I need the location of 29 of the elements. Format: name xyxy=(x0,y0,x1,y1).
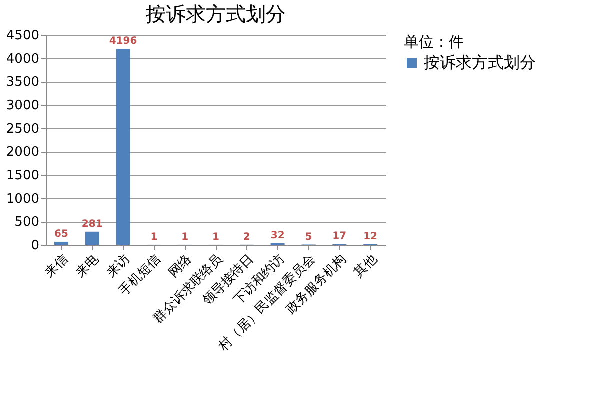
legend-title: 单位：件 xyxy=(404,33,464,51)
data-label: 1 xyxy=(212,232,220,243)
data-label: 12 xyxy=(364,231,378,242)
data-label: 4196 xyxy=(109,36,138,48)
y-tick-label: 3500 xyxy=(6,75,40,90)
y-tick-label: 4500 xyxy=(6,28,40,44)
y-tick-label: 4000 xyxy=(6,52,40,67)
legend-label: 按诉求方式划分 xyxy=(424,53,536,72)
y-tick-label: 0 xyxy=(31,238,40,254)
data-label: 1 xyxy=(182,232,189,243)
bar xyxy=(54,242,68,245)
data-label: 17 xyxy=(332,231,347,242)
y-tick-label: 500 xyxy=(14,215,40,230)
x-tick-label: 来电 xyxy=(73,252,102,281)
y-tick-label: 1500 xyxy=(6,168,40,184)
bar xyxy=(116,49,130,245)
bar xyxy=(85,232,100,245)
y-tick-label: 3000 xyxy=(6,98,40,114)
data-label: 1 xyxy=(150,232,158,243)
x-tick-label: 其他 xyxy=(351,252,380,281)
data-label: 2 xyxy=(243,232,250,243)
y-tick-label: 1000 xyxy=(6,192,40,207)
y-tick-label: 2500 xyxy=(6,122,40,137)
x-tick-label: 来信 xyxy=(42,252,72,281)
y-tick-label: 2000 xyxy=(6,145,40,160)
chart-title: 按诉求方式划分 xyxy=(146,2,286,26)
data-label: 5 xyxy=(305,232,312,243)
data-label: 65 xyxy=(54,228,68,240)
data-label: 32 xyxy=(270,230,285,242)
